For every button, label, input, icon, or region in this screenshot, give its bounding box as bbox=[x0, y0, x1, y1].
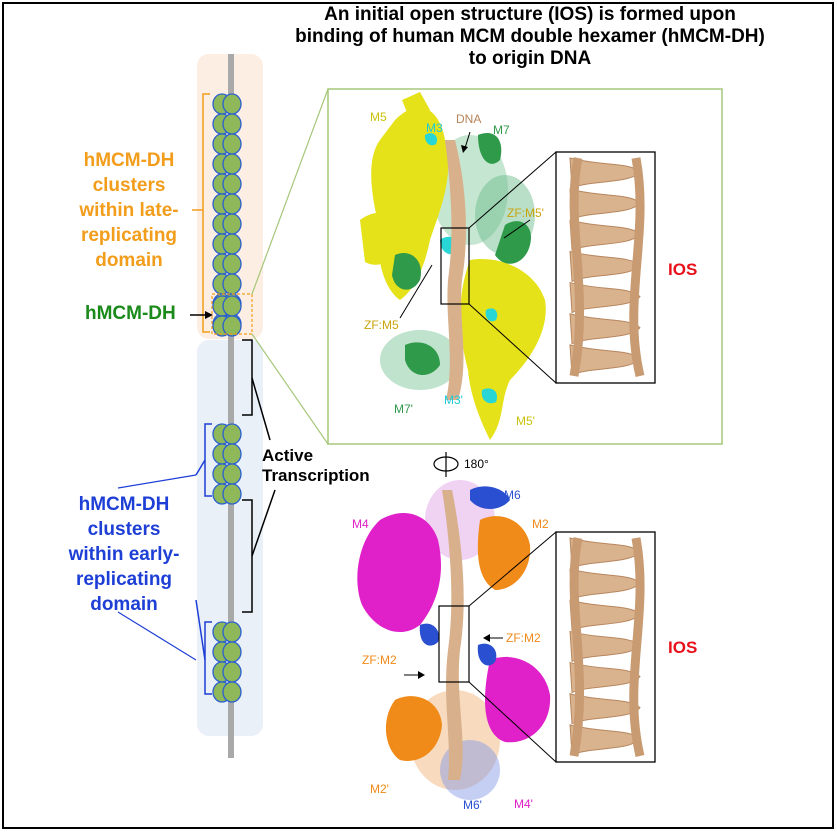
early-domain-brackets bbox=[195, 423, 212, 695]
late-line-5: domain bbox=[95, 250, 163, 271]
hmcm-dh-label: hMCM-DH bbox=[85, 303, 176, 324]
ios-label-top: IOS bbox=[668, 260, 698, 279]
hmcm-dh-arrow bbox=[190, 311, 213, 319]
early-line-3: within early- bbox=[68, 544, 180, 565]
zf-m5-arrow bbox=[399, 264, 433, 319]
top-inset-source-box bbox=[440, 227, 470, 305]
label-zf-m5: ZF:M5 bbox=[364, 318, 399, 332]
active-line-1: Active bbox=[262, 446, 314, 465]
mcm-dh-unit bbox=[212, 661, 242, 703]
zf-m2-left-arrowhead bbox=[418, 671, 425, 679]
label-m6: M6 bbox=[504, 488, 521, 502]
late-line-3: within late- bbox=[79, 200, 179, 221]
mcm-dh-unit bbox=[212, 253, 242, 295]
helix-segment bbox=[569, 693, 641, 725]
label-m5-prime: M5' bbox=[516, 414, 535, 428]
single-dh-dashed-box bbox=[211, 293, 253, 335]
early-line-2: clusters bbox=[87, 519, 161, 540]
late-line-4: replicating bbox=[80, 225, 178, 246]
dna-arrowhead bbox=[461, 145, 468, 153]
bottom-inset-connector-1 bbox=[468, 531, 557, 607]
label-m2-prime: M2' bbox=[370, 782, 389, 796]
label-zf-m2-right: ZF:M2 bbox=[506, 631, 541, 645]
zoom-line-top bbox=[251, 88, 329, 295]
title-line-1: An initial open structure (IOS) is forme… bbox=[324, 4, 736, 25]
mcm-dh-unit bbox=[212, 621, 242, 663]
title-line-3: to origin DNA bbox=[468, 48, 592, 69]
helix-backbone-left bbox=[569, 157, 585, 377]
top-inset-connector-1 bbox=[468, 151, 557, 229]
label-m4-prime: M4' bbox=[514, 797, 533, 811]
chromatin-line bbox=[228, 54, 234, 758]
mcm-dh-unit bbox=[212, 295, 242, 337]
zf-m5-prime-arrow bbox=[503, 219, 531, 239]
helix-backbone-left bbox=[569, 537, 585, 757]
label-zf-m2-left: ZF:M2 bbox=[362, 653, 397, 667]
label-m3: M3 bbox=[426, 121, 443, 135]
title-line-2: binding of human MCM double hexamer (hMC… bbox=[295, 26, 765, 47]
early-line-4: replicating bbox=[75, 569, 173, 590]
transcription-brackets bbox=[242, 339, 276, 613]
early-label-connector-bottom bbox=[117, 611, 197, 661]
rotation-label: 180° bbox=[464, 457, 489, 471]
figure-title: An initial open structure (IOS) is forme… bbox=[230, 4, 830, 70]
bottom-inset-dna bbox=[569, 537, 645, 758]
label-m7-prime: M7' bbox=[394, 402, 413, 416]
mcm-dh-unit bbox=[212, 213, 242, 255]
top-inset-connector-2 bbox=[468, 303, 557, 384]
helix-segment bbox=[569, 313, 641, 345]
active-line-2: Transcription bbox=[262, 466, 370, 485]
early-label-connector-top bbox=[117, 474, 197, 489]
label-zf-m5-prime: ZF:M5' bbox=[507, 206, 544, 220]
label-m4: M4 bbox=[352, 517, 369, 531]
rotation-icon bbox=[433, 452, 459, 477]
zf-m2-right-arrowhead bbox=[483, 634, 490, 642]
helix-backbone-right bbox=[629, 157, 645, 378]
bottom-structure-density bbox=[357, 480, 551, 800]
early-line-5: domain bbox=[90, 594, 158, 615]
late-domain-label: hMCM-DH clusters within late- replicatin… bbox=[70, 148, 188, 273]
early-line-1: hMCM-DH bbox=[78, 494, 170, 515]
mcm-dh-unit bbox=[212, 423, 242, 465]
label-m3-prime: M3' bbox=[444, 393, 463, 407]
helix-segment bbox=[569, 281, 641, 314]
top-structure-density bbox=[360, 92, 546, 440]
bottom-inset-connector-2 bbox=[468, 681, 557, 763]
mcm-stacks bbox=[212, 93, 242, 703]
late-line-1: hMCM-DH bbox=[83, 150, 175, 171]
helix-backbone-right bbox=[629, 537, 645, 758]
mcm-dh-unit bbox=[212, 133, 242, 175]
top-inset-dna bbox=[569, 157, 645, 378]
early-domain-label: hMCM-DH clusters within early- replicati… bbox=[60, 492, 188, 617]
bottom-inset-source-box bbox=[438, 605, 470, 683]
mcm-dh-unit bbox=[212, 463, 242, 505]
label-m2: M2 bbox=[532, 517, 549, 531]
ios-label-bottom: IOS bbox=[668, 638, 698, 657]
late-line-2: clusters bbox=[92, 175, 166, 196]
zoom-line-bottom bbox=[251, 333, 329, 445]
label-m6-prime: M6' bbox=[463, 798, 482, 812]
helix-segment bbox=[569, 661, 641, 694]
active-transcription-label: Active Transcription bbox=[262, 446, 370, 486]
late-domain-bracket bbox=[192, 93, 210, 333]
label-m7: M7 bbox=[493, 123, 510, 137]
label-m5: M5 bbox=[370, 110, 387, 124]
dna-arrow bbox=[464, 131, 471, 149]
label-dna: DNA bbox=[456, 112, 482, 126]
